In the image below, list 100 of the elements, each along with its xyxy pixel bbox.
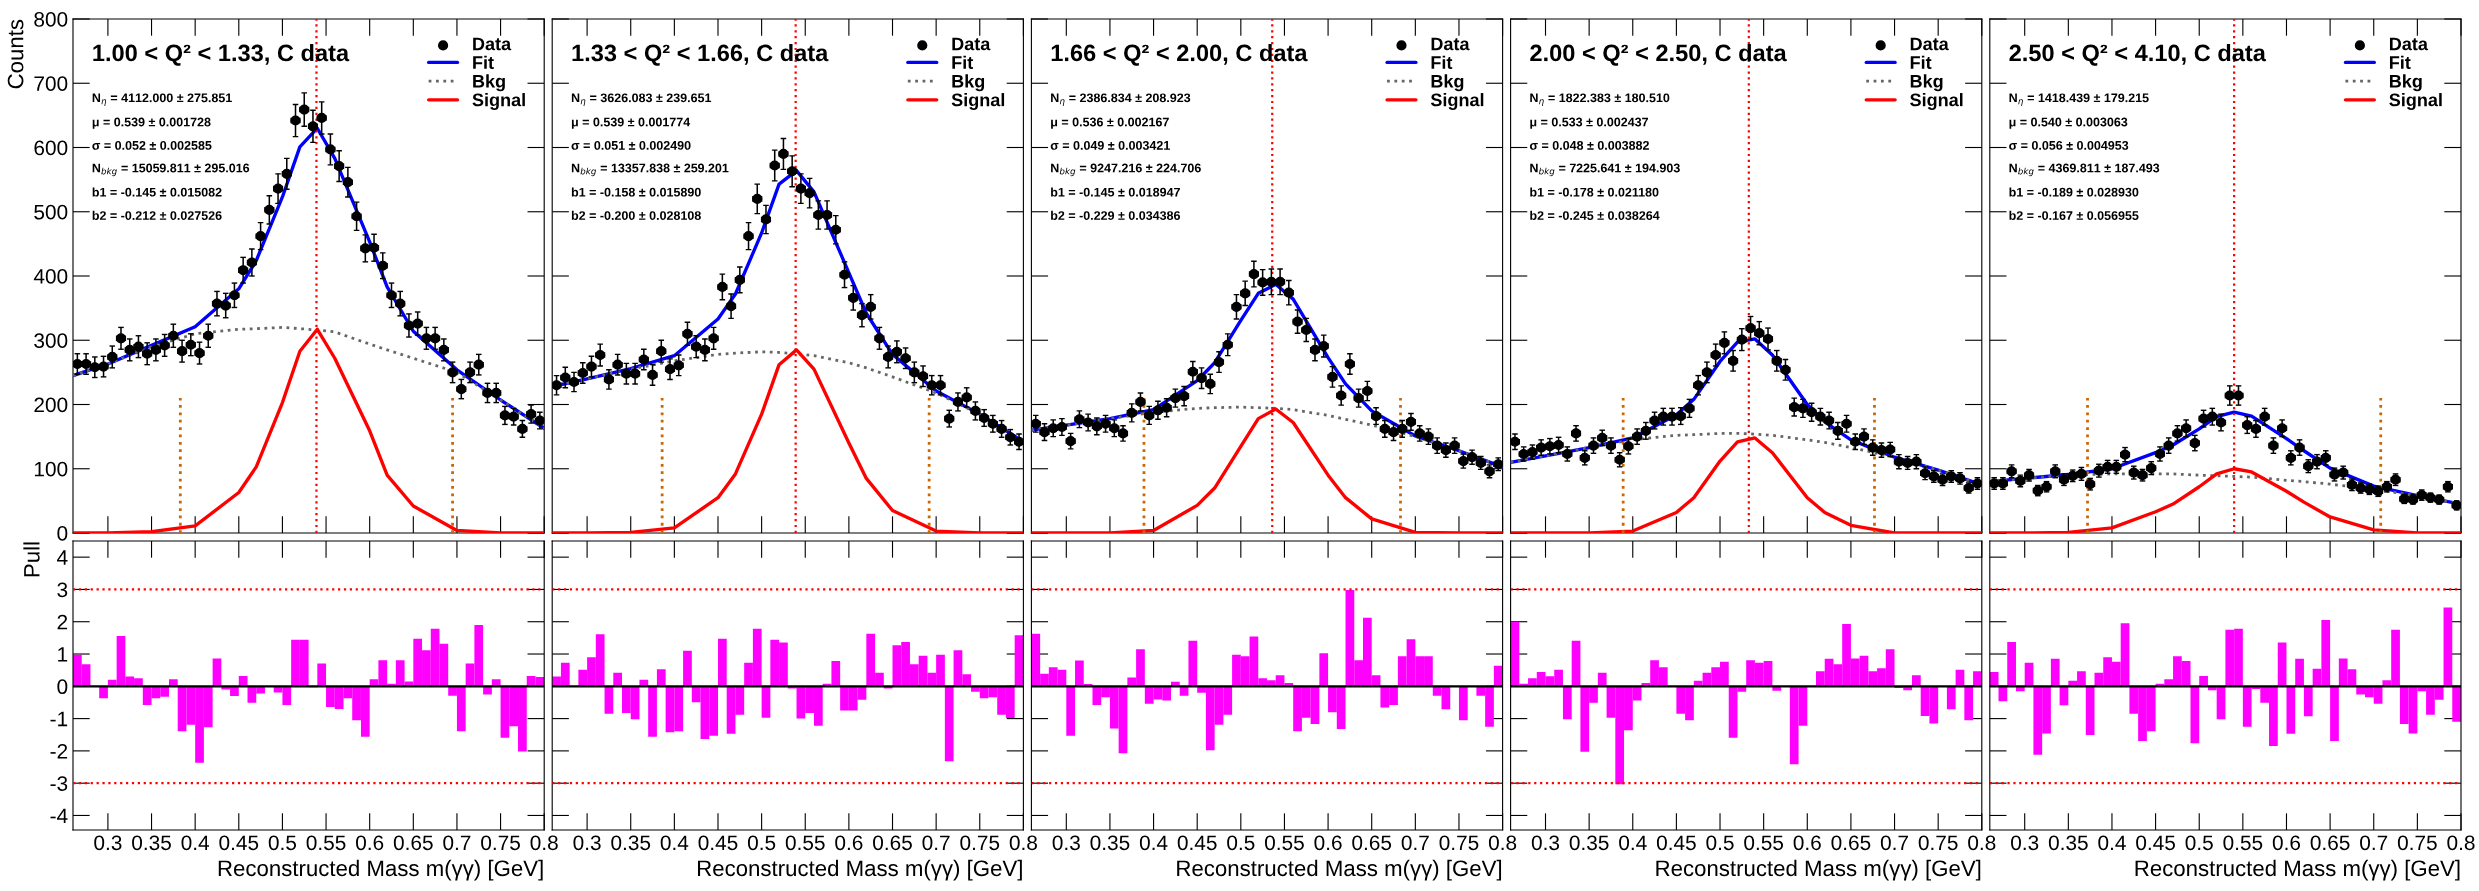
annotation: σ = 0.052 ± 0.002585 [92,140,212,150]
legend-label: Signal [1430,93,1484,110]
y-tick-label: -2 [50,743,68,759]
legend-label: Bkg [1431,74,1464,92]
x-tick-label: 0.65 [393,835,433,851]
annotation: N$_{η}$ = 4112.000 ± 275.851 [92,93,232,106]
text: 1.00 < Q² < 1.33, C data [93,43,350,66]
text: 2.00 < Q² < 2.50, C data [1530,43,1787,66]
x-tick-label: 0.6 [1793,835,1821,851]
x-axis-title: Reconstructed Mass m(γγ) [GeV] [2135,859,2460,881]
annotation: N$_{bkg}$ = 7225.641 ± 194.903 [1530,163,1680,177]
x-tick-label: 0.6 [356,835,384,851]
annotation: b1 = -0.145 ± 0.018947 [1051,187,1180,197]
x-tick-label: 0.35 [132,835,171,851]
legend-label: Data [2389,37,2429,51]
annotation: b2 = -0.245 ± 0.038264 [1530,210,1660,221]
annotation: N$_{bkg}$ = 4369.811 ± 187.493 [2009,163,2160,177]
legend-label: Fit [1431,55,1453,69]
legend-label: Fit [2389,55,2411,69]
x-tick-label: 0.8 [530,835,558,851]
y-tick-label: 600 [34,140,68,156]
x-tick-label: 0.6 [835,835,863,851]
y-tick-label: 4 [57,550,68,565]
annotation: b1 = -0.178 ± 0.021180 [1530,187,1659,197]
x-tick-label: 0.65 [2310,835,2350,851]
legend-label: Signal [2389,93,2442,110]
text: 1.66 < Q² < 2.00, C data [1051,43,1308,66]
x-tick-label: 0.8 [1009,835,1037,851]
legend-label: Bkg [2389,74,2422,92]
legend-label: Signal [472,93,525,110]
annotation: N$_{η}$ = 1418.439 ± 179.215 [2009,93,2149,106]
x-tick-label: 0.45 [1656,835,1696,851]
x-tick-label: 0.4 [1619,835,1647,851]
legend-label: Data [1910,37,1949,51]
x-tick-label: 0.5 [747,835,776,851]
y-tick-label: -1 [50,711,68,727]
y-tick-label: 0 [57,526,68,541]
y-tick-label: 3 [57,582,68,598]
x-tick-label: 0.65 [1352,835,1392,851]
x-tick-label: 0.45 [1177,835,1217,851]
x-axis-title: Reconstructed Mass m(γγ) [GeV] [1656,859,1981,881]
annotation: μ = 0.540 ± 0.003063 [2009,117,2128,129]
x-tick-label: 0.55 [2223,835,2263,851]
x-tick-label: 0.65 [1831,835,1871,851]
x-tick-label: 0.5 [268,835,297,851]
x-tick-label: 0.35 [1090,835,1130,851]
x-tick-label: 0.45 [219,835,259,851]
x-tick-label: 0.4 [181,835,210,851]
x-tick-label: 0.6 [1314,835,1342,851]
x-tick-label: 0.55 [1744,835,1784,851]
y-tick-label: 2 [57,614,68,630]
x-tick-label: 0.3 [1052,835,1080,851]
y-tick-label: 800 [34,12,68,27]
x-tick-label: 0.55 [306,835,346,851]
annotation: b2 = -0.200 ± 0.028108 [571,210,701,220]
annotation: N$_{η}$ = 2386.834 ± 208.923 [1051,93,1191,106]
x-tick-label: 0.8 [1488,835,1517,851]
x-tick-label: 0.8 [2447,835,2475,851]
x-tick-label: 0.7 [1401,835,1429,851]
y-tick-label: 300 [34,333,68,348]
x-tick-label: 0.45 [2136,835,2175,851]
x-tick-label: 0.3 [573,835,601,851]
legend-label: Bkg [952,74,985,92]
x-tick-label: 0.75 [1439,835,1479,851]
annotation: μ = 0.539 ± 0.001774 [571,117,691,129]
y-tick-label: 0 [57,679,68,695]
legend-label: Fit [1910,55,1932,69]
x-tick-label: 0.4 [1139,835,1168,851]
legend-label: Data [952,37,991,51]
x-tick-label: 0.4 [660,835,689,851]
x-axis-title: Reconstructed Mass m(γγ) [GeV] [697,859,1022,881]
legend-label: Data [473,37,512,51]
x-tick-label: 0.75 [960,835,1000,851]
annotation: N$_{bkg}$ = 9247.216 ± 224.706 [1051,163,1201,177]
annotation: σ = 0.056 ± 0.004953 [2009,140,2129,150]
x-tick-label: 0.6 [2272,835,2301,851]
annotation: b1 = -0.158 ± 0.015890 [571,187,701,197]
x-tick-label: 0.5 [1227,835,1255,851]
x-tick-label: 0.7 [443,835,471,851]
y-tick-label: 700 [34,76,68,91]
x-tick-label: 0.7 [2360,835,2388,851]
annotation: b2 = -0.167 ± 0.056955 [2009,210,2139,220]
annotation: σ = 0.049 ± 0.003421 [1050,140,1170,150]
x-axis-title: Reconstructed Mass m(γγ) [GeV] [218,859,543,881]
annotation: b1 = -0.145 ± 0.015082 [92,187,222,197]
y-axis-title: Counts [7,19,24,89]
annotation: σ = 0.048 ± 0.003882 [1529,140,1649,150]
x-tick-label: 0.5 [1706,835,1734,851]
y-tick-label: 500 [34,204,68,220]
legend-label: Signal [951,93,1005,110]
x-tick-label: 0.45 [698,835,738,851]
x-axis-title: Reconstructed Mass m(γγ) [GeV] [1177,859,1502,881]
legend-label: Bkg [473,74,505,92]
annotation: N$_{η}$ = 1822.383 ± 180.510 [1530,93,1670,106]
x-tick-label: 0.7 [1880,835,1908,851]
annotation: N$_{η}$ = 3626.083 ± 239.651 [571,93,712,106]
annotation: N$_{bkg}$ = 13357.838 ± 259.201 [571,163,729,177]
legend-label: Fit [473,55,494,69]
annotation: σ = 0.051 ± 0.002490 [571,140,691,150]
x-tick-label: 0.7 [922,835,950,851]
